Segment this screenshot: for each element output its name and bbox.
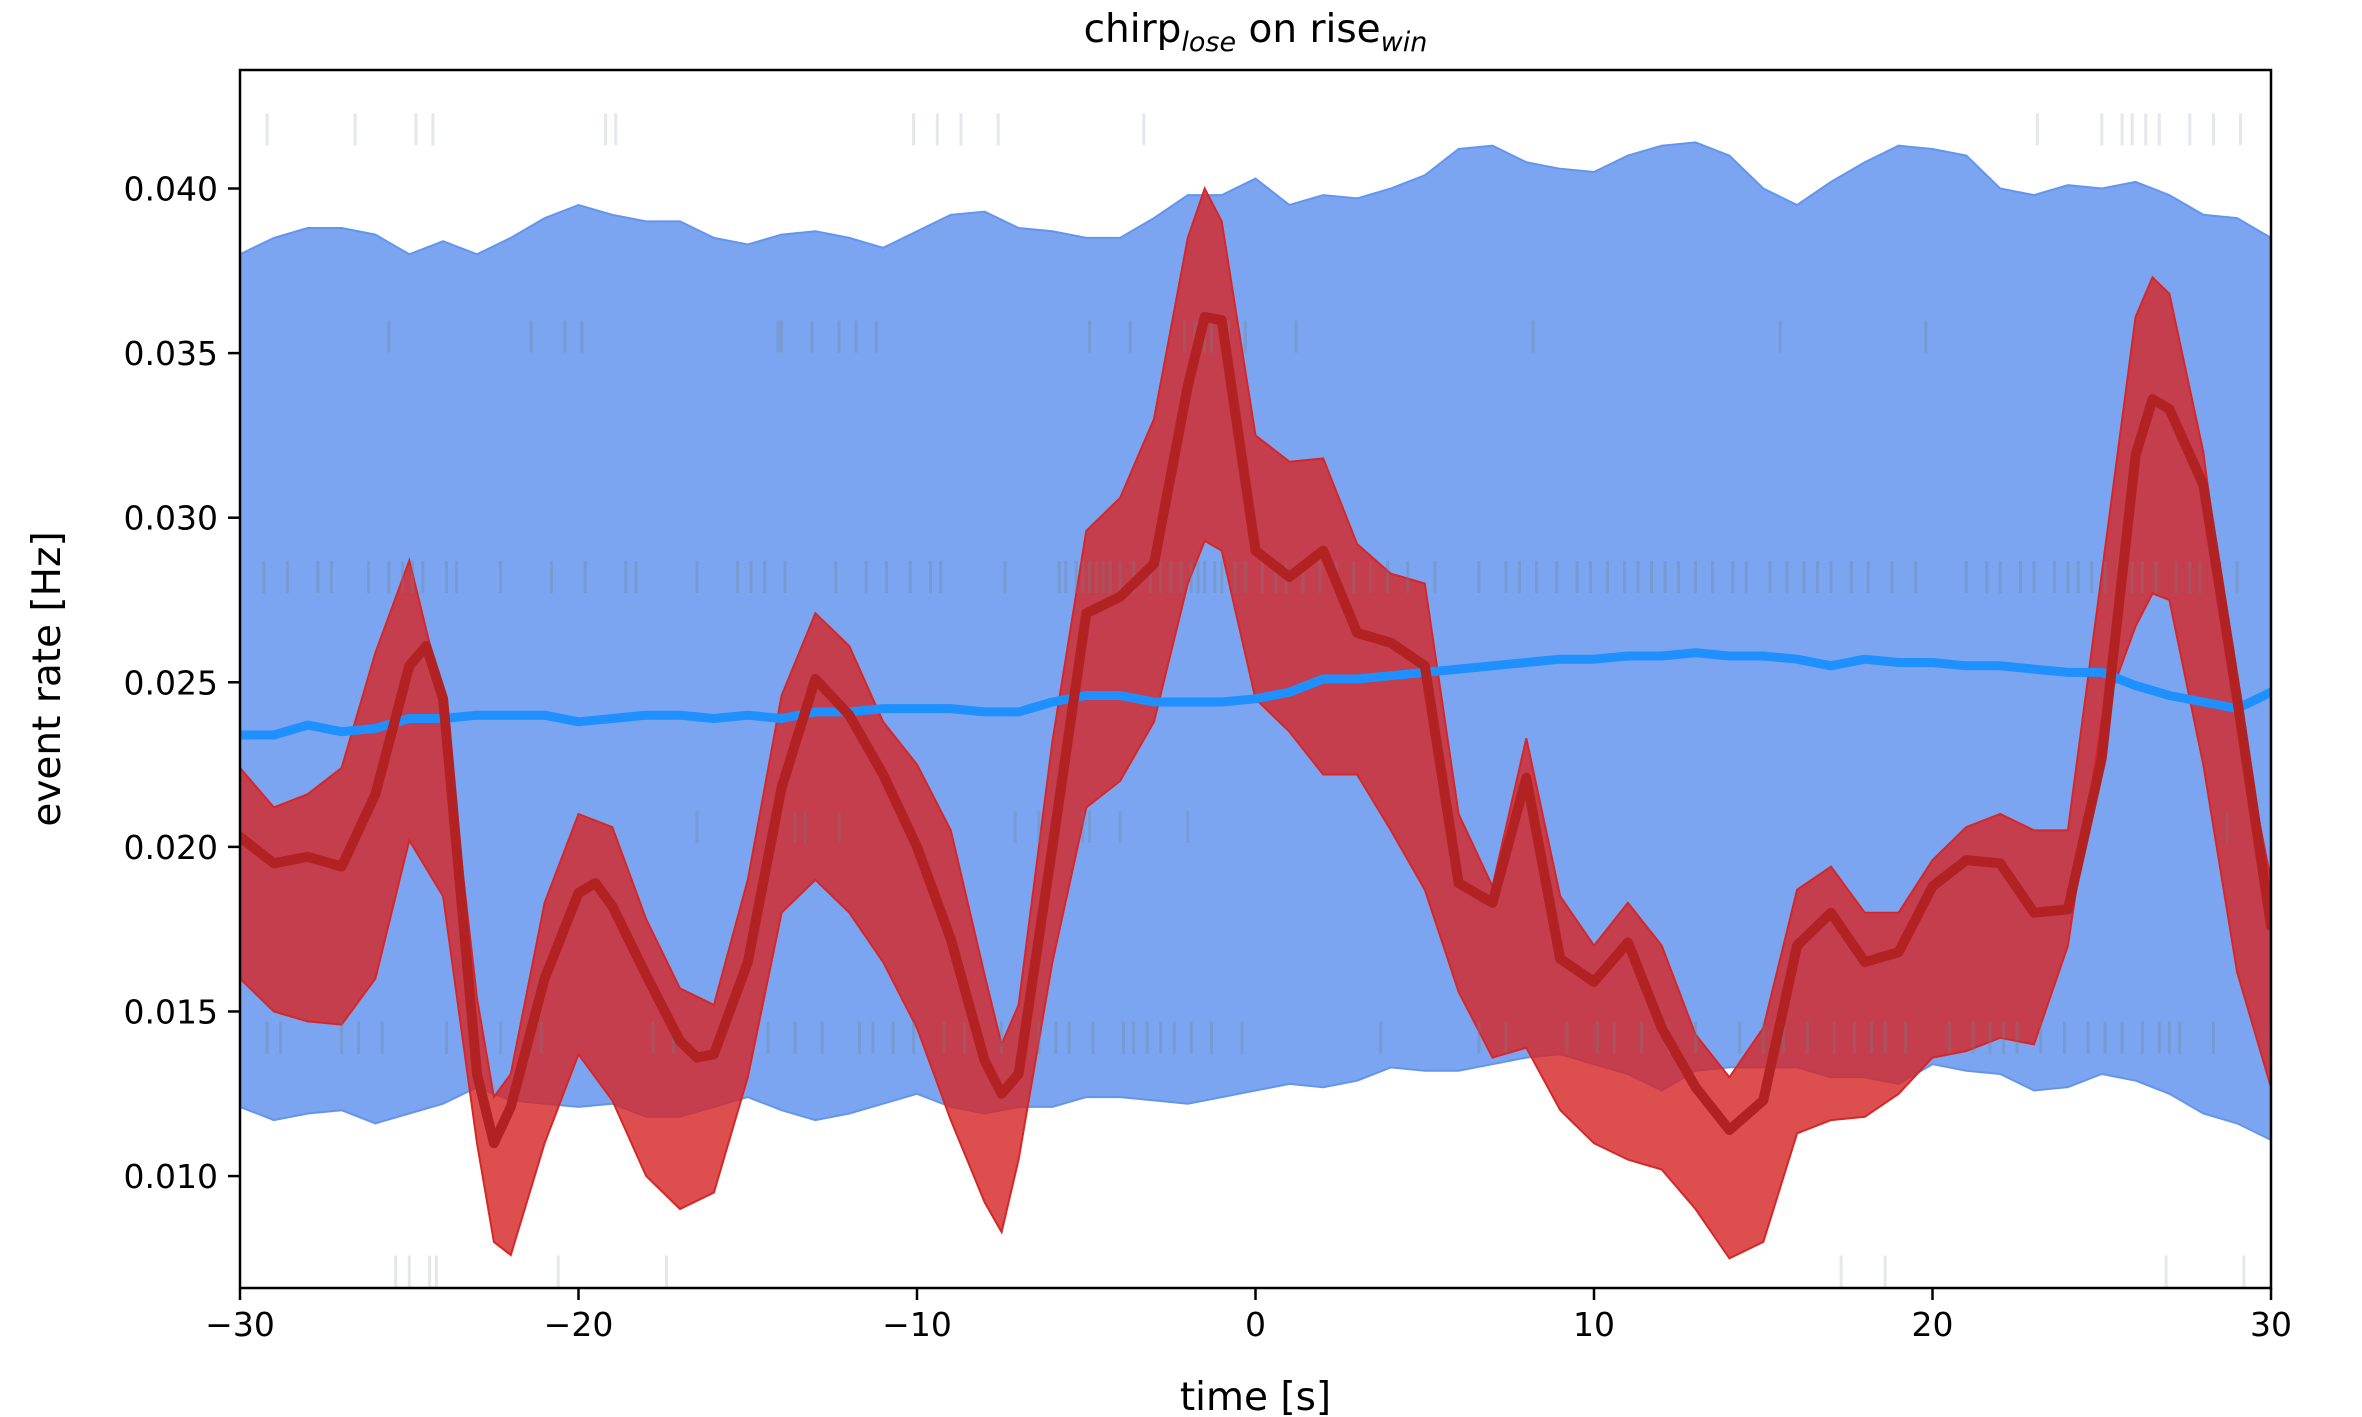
y-tick-label: 0.040: [124, 170, 218, 209]
y-tick-label: 0.020: [124, 828, 218, 867]
baseline-rate-line: [240, 648, 2271, 740]
event-rate-line: [240, 311, 2271, 1149]
y-axis-label: event rate [Hz]: [25, 531, 70, 826]
x-tick-label: 30: [2250, 1305, 2292, 1344]
x-tick-label: 20: [1912, 1305, 1954, 1344]
raster-row: [394, 1255, 2246, 1288]
y-tick-label: 0.025: [124, 663, 218, 702]
y-axis: 0.010 0.015 0.020 0.025 0.030 0.035 0.040: [124, 170, 240, 1196]
raster-row: [265, 113, 2242, 146]
event-rate-band: [240, 185, 2271, 1260]
raster-row: [262, 561, 2239, 593]
plot-area: [240, 113, 2271, 1288]
y-tick-label: 0.030: [124, 499, 218, 538]
x-axis-label: time [s]: [1180, 1375, 1331, 1417]
chart-title: chirplose on risewin: [1084, 7, 1428, 58]
y-tick-label: 0.015: [124, 992, 218, 1031]
raster-row: [695, 811, 2229, 844]
y-tick-label: 0.010: [124, 1157, 218, 1196]
raster-row: [265, 1021, 2215, 1054]
x-tick-label: −10: [882, 1305, 952, 1344]
y-tick-label: 0.035: [124, 334, 218, 373]
x-tick-label: 10: [1573, 1305, 1615, 1344]
x-axis: −30 −20 −10 0 10 20 30: [205, 1288, 2292, 1344]
x-tick-label: 0: [1245, 1305, 1266, 1344]
x-tick-label: −30: [205, 1305, 275, 1344]
x-tick-label: −20: [544, 1305, 614, 1344]
